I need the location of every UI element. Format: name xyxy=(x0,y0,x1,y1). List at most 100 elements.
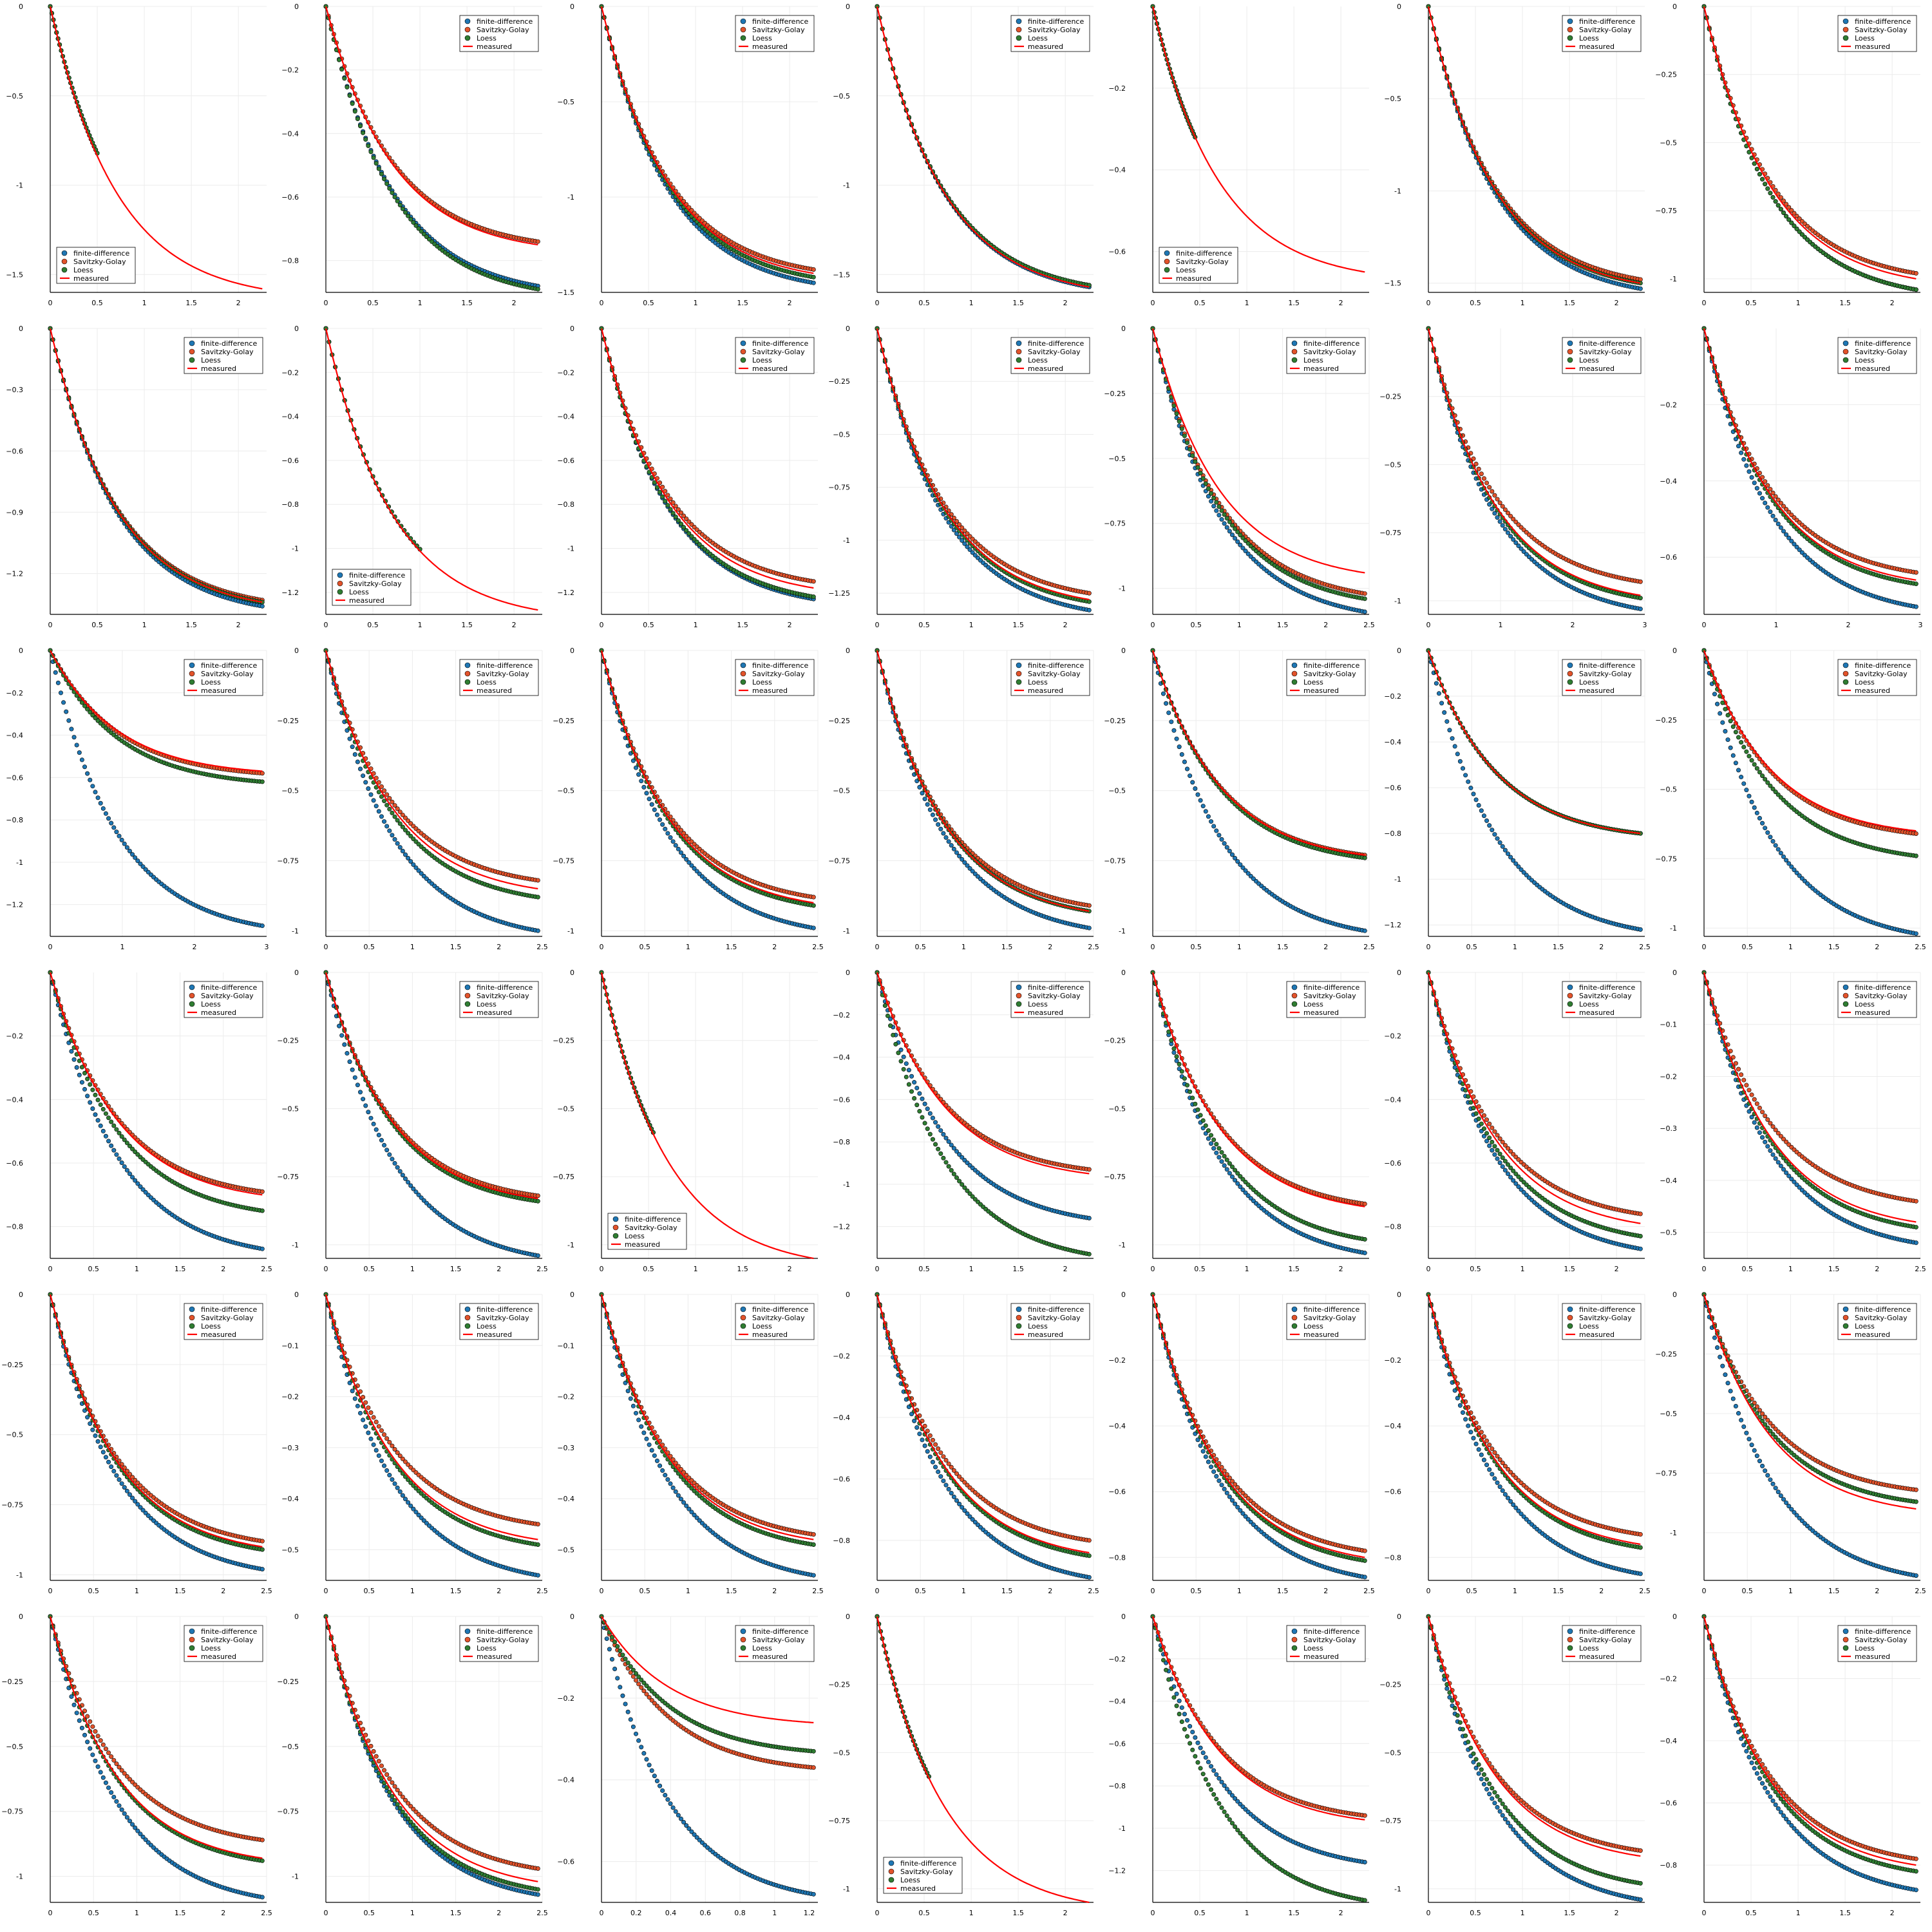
point-fd xyxy=(1481,813,1486,819)
point-fd xyxy=(1455,752,1460,757)
x-tick-label: 0.5 xyxy=(367,621,379,629)
chart-panel: 0 0.5 1 1.5 2 0 −0.25 −0.5 −0.75 -1 finite-differe… xyxy=(1654,0,1929,322)
point-fd xyxy=(1164,701,1169,706)
point-lo xyxy=(694,539,699,544)
point-fd xyxy=(1492,511,1497,516)
y-tick-label: -1 xyxy=(1394,597,1401,605)
point-sg xyxy=(1781,504,1786,509)
legend: finite-differenceSavitzky-GolayLoessmeas… xyxy=(735,659,815,696)
legend-label: finite-difference xyxy=(1028,17,1084,26)
point-lo xyxy=(85,706,90,712)
x-tick-label: 0 xyxy=(1426,621,1431,629)
point-fd xyxy=(1468,786,1473,791)
legend-label: finite-difference xyxy=(1579,339,1635,348)
point-lo xyxy=(660,494,665,499)
point-lo xyxy=(673,515,678,520)
point-fd xyxy=(1240,865,1245,870)
x-tick-label: 1.5 xyxy=(185,621,197,629)
point-fd xyxy=(1797,547,1802,553)
y-tick-label: −0.5 xyxy=(557,787,574,795)
point-sg xyxy=(382,788,387,793)
point-lo xyxy=(350,101,355,106)
point-lo xyxy=(670,511,676,516)
point-fd xyxy=(1209,819,1214,824)
legend-label: measured xyxy=(201,687,236,695)
y-tick-label: −0.2 xyxy=(1660,401,1677,409)
point-fd xyxy=(1214,508,1219,513)
point-lo xyxy=(1190,453,1195,458)
y-tick-label: -1 xyxy=(1394,187,1401,195)
point-sg xyxy=(670,500,676,505)
point-fd xyxy=(665,831,670,836)
x-tick-label: 0 xyxy=(1702,299,1707,307)
line-measured xyxy=(325,328,538,611)
point-fd xyxy=(1516,864,1521,869)
point-lo xyxy=(1913,582,1918,587)
x-tick-label: 0.5 xyxy=(91,621,103,629)
point-lo xyxy=(1786,217,1792,222)
point-fd xyxy=(1513,540,1519,545)
legend: finite-differenceSavitzky-GolayLoessmeas… xyxy=(1286,659,1366,696)
point-fd xyxy=(967,866,972,871)
y-tick-label: 0 xyxy=(1121,647,1126,655)
line-measured xyxy=(600,6,814,274)
y-tick-label: −0.5 xyxy=(833,92,850,100)
point-lo xyxy=(1224,516,1229,521)
point-fd xyxy=(1471,791,1476,797)
point-fd xyxy=(117,833,122,838)
legend-marker xyxy=(1842,18,1849,24)
point-lo xyxy=(678,522,683,527)
point-fd xyxy=(922,797,927,802)
point-sg xyxy=(1768,487,1773,492)
point-lo xyxy=(408,833,413,838)
legend-label: Savitzky-Golay xyxy=(201,670,254,678)
point-fd xyxy=(419,871,424,876)
x-tick-label: 2.5 xyxy=(536,943,548,951)
point-fd xyxy=(1193,786,1198,791)
point-fd xyxy=(678,850,683,855)
legend-marker xyxy=(1842,26,1849,33)
point-sg xyxy=(384,792,390,797)
legend-marker xyxy=(740,340,746,346)
y-tick-label: −0.2 xyxy=(281,368,299,377)
legend-marker xyxy=(61,250,68,256)
legend-box xyxy=(735,15,815,52)
legend-label: Savitzky-Golay xyxy=(477,670,529,678)
x-tick-label: 1 xyxy=(418,621,422,629)
point-fd xyxy=(1747,469,1752,474)
legend-label: Loess xyxy=(1176,266,1196,274)
point-fd xyxy=(109,820,114,826)
y-tick-label: -1 xyxy=(843,536,850,545)
legend-marker xyxy=(1016,662,1022,668)
y-tick-label: −0.75 xyxy=(1104,520,1126,528)
point-fd xyxy=(1757,491,1762,496)
line-measured xyxy=(876,6,1090,288)
point-fd xyxy=(1233,855,1238,860)
point-fd xyxy=(949,843,954,848)
point-fd xyxy=(962,541,967,546)
legend: finite-differenceSavitzky-GolayLoessmeas… xyxy=(184,337,263,374)
point-fd xyxy=(1235,859,1240,864)
point-fd xyxy=(1439,701,1444,706)
chart-svg: 0 1 2 30−0.2−0.4−0.6−0.8-1−1.2finite-differ… xyxy=(6,647,269,951)
x-tick-label: 0 xyxy=(1151,299,1155,307)
legend-marker xyxy=(464,662,471,668)
y-tick-label: −0.75 xyxy=(553,857,574,865)
x-tick-label: 2.5 xyxy=(1363,621,1375,629)
point-lo xyxy=(352,109,357,114)
point-fd xyxy=(400,849,405,854)
legend-label: Savitzky-Golay xyxy=(752,670,805,678)
y-tick-label: −0.5 xyxy=(281,787,299,795)
point-fd xyxy=(1245,871,1251,876)
point-sg xyxy=(1784,202,1789,207)
point-fd xyxy=(1211,824,1217,829)
legend-label: Loess xyxy=(201,356,221,365)
point-lo xyxy=(384,802,390,808)
point-fd xyxy=(379,814,384,819)
legend-label: finite-difference xyxy=(201,339,257,348)
x-tick-label: 1.5 xyxy=(726,943,737,951)
point-fd xyxy=(1222,841,1227,846)
x-tick-label: 2 xyxy=(1323,943,1328,951)
x-tick-label: 0.5 xyxy=(1194,299,1206,307)
point-lo xyxy=(1177,419,1182,424)
